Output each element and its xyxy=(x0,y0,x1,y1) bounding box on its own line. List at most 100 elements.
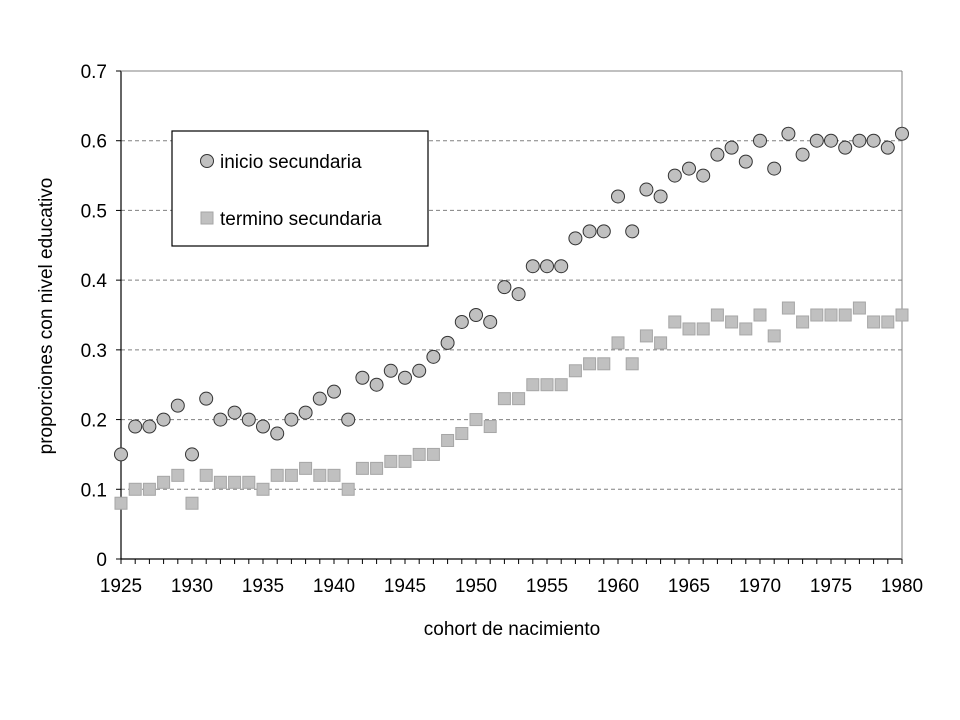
data-point-square xyxy=(568,364,582,378)
data-point-square xyxy=(128,482,142,496)
data-point-square xyxy=(398,454,412,468)
data-point-square xyxy=(497,392,511,406)
y-tick-label: 0.6 xyxy=(81,132,107,153)
data-point-circle xyxy=(753,133,767,148)
axes xyxy=(116,70,903,564)
data-point-square xyxy=(852,301,866,315)
data-point-circle xyxy=(653,189,668,204)
y-tick-label: 0.5 xyxy=(81,201,107,222)
data-point-square xyxy=(455,427,469,441)
data-point-circle xyxy=(270,426,285,441)
data-point-circle xyxy=(483,314,498,329)
y-tick-label: 0.1 xyxy=(81,480,107,501)
x-tick-label: 1955 xyxy=(526,576,568,597)
data-point-circle xyxy=(738,154,753,169)
data-point-circle xyxy=(426,349,441,364)
data-point-square xyxy=(796,315,810,329)
data-point-circle xyxy=(895,126,909,141)
data-point-circle xyxy=(213,412,228,427)
data-point-square xyxy=(270,468,284,482)
data-point-circle xyxy=(639,182,654,197)
data-point-circle xyxy=(341,412,356,427)
data-point-square xyxy=(867,315,881,329)
data-point-square xyxy=(327,468,341,482)
data-point-square xyxy=(781,301,795,315)
data-point-circle xyxy=(398,370,412,385)
data-point-square xyxy=(441,433,455,447)
data-point-square xyxy=(185,496,199,510)
data-point-circle xyxy=(724,140,739,155)
x-tick-label: 1930 xyxy=(171,576,213,597)
x-tick-label: 1945 xyxy=(384,576,426,597)
y-tick-label: 0.3 xyxy=(81,341,107,362)
data-point-square xyxy=(540,378,554,392)
data-point-circle xyxy=(327,384,341,399)
data-point-square xyxy=(213,475,227,489)
data-point-circle xyxy=(582,224,597,239)
data-points xyxy=(114,126,909,510)
data-point-circle xyxy=(128,419,143,434)
data-point-circle xyxy=(185,447,199,462)
data-point-circle xyxy=(880,140,895,155)
data-point-square xyxy=(142,482,156,496)
data-point-square xyxy=(256,482,270,496)
data-point-square xyxy=(639,329,653,343)
x-tick-label: 1940 xyxy=(313,576,355,597)
data-point-square xyxy=(299,461,313,475)
data-point-square xyxy=(611,336,625,350)
data-point-square xyxy=(654,336,668,350)
data-point-circle xyxy=(682,161,696,176)
data-point-circle xyxy=(511,287,526,302)
series-termino xyxy=(114,301,909,510)
data-point-square xyxy=(242,475,256,489)
data-point-circle xyxy=(454,314,469,329)
data-point-circle xyxy=(852,133,867,148)
data-point-square xyxy=(469,413,483,427)
data-point-square xyxy=(228,475,242,489)
x-tick-labels: 1925 1930 1935 1940 1945 1950 1955 1960 1965 1970… xyxy=(100,576,923,597)
data-point-circle xyxy=(298,405,313,420)
data-point-circle xyxy=(156,412,171,427)
data-point-circle xyxy=(369,377,384,392)
data-point-circle xyxy=(469,308,483,322)
data-point-square xyxy=(597,357,611,371)
y-axis-title: proporciones con nivel educativo xyxy=(36,178,57,455)
data-point-circle xyxy=(611,189,625,204)
legend-marker-square xyxy=(200,211,214,225)
data-point-circle xyxy=(114,447,128,462)
data-point-circle xyxy=(554,259,569,274)
legend-marker-circle xyxy=(200,154,214,168)
data-point-circle xyxy=(781,126,796,141)
x-tick-label: 1960 xyxy=(597,576,639,597)
data-point-circle xyxy=(241,412,256,427)
data-point-circle xyxy=(710,147,725,162)
data-point-square xyxy=(739,322,753,336)
data-point-circle xyxy=(284,412,299,427)
x-tick-label: 1975 xyxy=(810,576,852,597)
x-tick-label: 1980 xyxy=(881,576,923,597)
data-point-square xyxy=(554,378,568,392)
data-point-square xyxy=(838,308,852,322)
series-inicio xyxy=(114,126,909,462)
data-point-circle xyxy=(667,168,682,183)
data-point-circle xyxy=(355,370,370,385)
data-point-square xyxy=(512,392,526,406)
data-point-circle xyxy=(824,133,838,148)
data-point-circle xyxy=(795,147,810,162)
data-point-square xyxy=(426,447,440,461)
y-tick-label: 0.7 xyxy=(81,62,107,83)
data-point-circle xyxy=(568,231,583,246)
data-point-square xyxy=(753,308,767,322)
data-point-circle xyxy=(767,161,782,176)
data-point-square xyxy=(284,468,298,482)
legend-box xyxy=(171,130,429,247)
y-tick-label: 0.2 xyxy=(81,411,107,432)
legend: inicio secundaria termino secundaria xyxy=(171,130,429,247)
data-point-square xyxy=(696,322,710,336)
data-point-circle xyxy=(838,140,853,155)
data-point-circle xyxy=(170,398,185,413)
data-point-square xyxy=(199,468,213,482)
data-point-square xyxy=(895,308,909,322)
data-point-circle xyxy=(809,133,824,148)
data-point-circle xyxy=(540,259,554,274)
